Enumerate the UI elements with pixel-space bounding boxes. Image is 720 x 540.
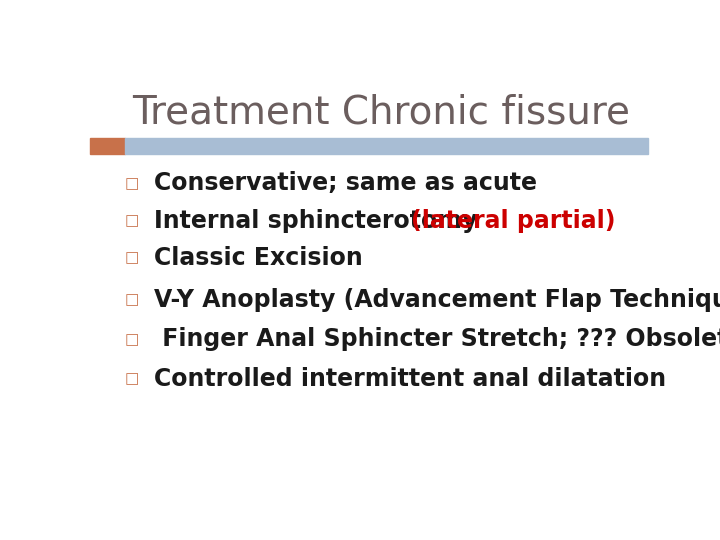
Text: V-Y Anoplasty (Advancement Flap Technique): V-Y Anoplasty (Advancement Flap Techniqu… <box>154 288 720 312</box>
Text: □: □ <box>125 176 139 191</box>
Text: Internal sphincterotomy: Internal sphincterotomy <box>154 209 486 233</box>
Text: □: □ <box>125 292 139 307</box>
Bar <box>90 138 125 154</box>
Text: (lateral partial): (lateral partial) <box>411 209 616 233</box>
Text: □: □ <box>125 332 139 347</box>
Text: Treatment Chronic fissure: Treatment Chronic fissure <box>132 94 630 132</box>
Text: Finger Anal Sphincter Stretch; ??? Obsolete: Finger Anal Sphincter Stretch; ??? Obsol… <box>154 327 720 351</box>
Text: Classic Excision: Classic Excision <box>154 246 363 270</box>
Bar <box>125 138 648 154</box>
Text: Controlled intermittent anal dilatation: Controlled intermittent anal dilatation <box>154 367 666 391</box>
Text: □: □ <box>125 213 139 228</box>
Text: □: □ <box>125 371 139 386</box>
Text: Conservative; same as acute: Conservative; same as acute <box>154 171 537 195</box>
Text: □: □ <box>125 251 139 266</box>
